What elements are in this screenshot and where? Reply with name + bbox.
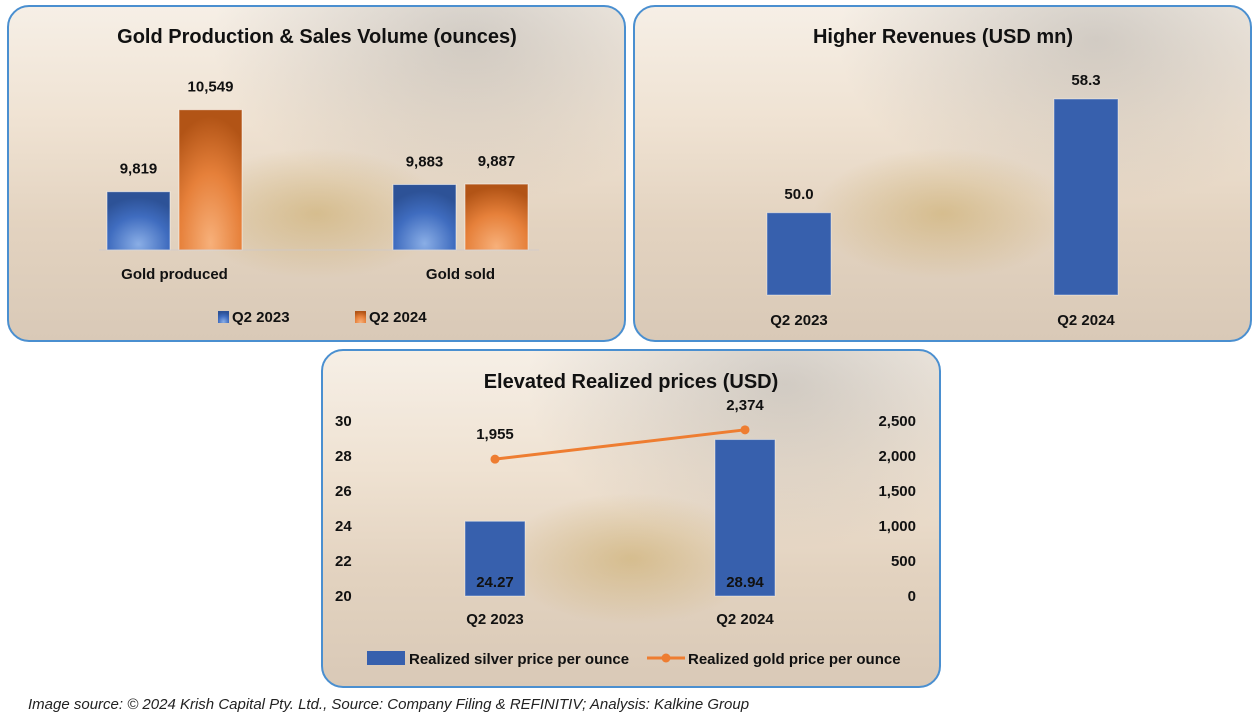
category-label: Gold sold: [426, 266, 495, 283]
data-label: 50.0: [784, 186, 813, 203]
chart-title: Higher Revenues (USD mn): [813, 26, 1073, 48]
bar-q2-2024: [1053, 98, 1119, 296]
source-caption: Image source: © 2024 Krish Capital Pty. …: [28, 696, 750, 713]
chart-title: Gold Production & Sales Volume (ounces): [117, 26, 517, 48]
right-axis-tick: 0: [908, 588, 916, 605]
left-axis-tick: 30: [335, 413, 352, 430]
left-axis-tick: 28: [335, 448, 352, 465]
data-label: 2,374: [726, 397, 764, 414]
category-label: Q2 2023: [466, 611, 524, 628]
data-label: 10,549: [188, 79, 234, 96]
legend-swatch-1: [355, 311, 366, 323]
panel-revenues: Higher Revenues (USD mn) 50.0 Q2 2023 58.3…: [633, 5, 1252, 342]
data-label: 24.27: [476, 574, 514, 591]
data-label: 9,887: [478, 153, 516, 170]
line-gold-price: [494, 428, 746, 461]
chart-realized-prices: Elevated Realized prices (USD) 20 22 24 26 2…: [335, 371, 916, 668]
left-axis-tick: 24: [335, 518, 352, 535]
chart-production-sales: Gold Production & Sales Volume (ounces) …: [99, 26, 539, 326]
right-axis-tick: 1,500: [878, 483, 916, 500]
legend-swatch-silver: [367, 651, 405, 665]
panel-realized-prices: Elevated Realized prices (USD) 20 22 24 26 2…: [321, 349, 941, 688]
category-label: Q2 2024: [716, 611, 774, 628]
data-label: 9,883: [406, 154, 444, 171]
right-axis-tick: 1,000: [878, 518, 916, 535]
category-label: Q2 2024: [1057, 312, 1115, 329]
bar-silver-q2-2023: [464, 520, 526, 597]
legend-label: Realized gold price per ounce: [688, 651, 901, 668]
right-axis-tick: 500: [891, 553, 916, 570]
bar-q2-2023-1: [392, 184, 457, 251]
bar-q2-2023-0: [106, 191, 171, 251]
panel-production-sales: Gold Production & Sales Volume (ounces) …: [7, 5, 626, 342]
legend-swatch-0: [218, 311, 229, 323]
point-gold-q2-2024: [740, 425, 750, 435]
point-gold-q2-2023: [490, 454, 500, 464]
data-label: 28.94: [726, 574, 764, 591]
right-axis-tick: 2,000: [878, 448, 916, 465]
data-label: 1,955: [476, 426, 514, 443]
data-label: 9,819: [120, 161, 158, 178]
legend-label: Q2 2024: [369, 309, 427, 326]
left-axis-tick: 20: [335, 588, 352, 605]
legend-label: Realized silver price per ounce: [409, 651, 629, 668]
bar-silver-q2-2024: [714, 439, 776, 597]
data-label: 58.3: [1071, 72, 1100, 89]
chart-revenues: Higher Revenues (USD mn) 50.0 Q2 2023 58.3…: [766, 26, 1119, 329]
left-axis-tick: 22: [335, 553, 352, 570]
bar-q2-2023: [766, 212, 832, 296]
chart-title: Elevated Realized prices (USD): [484, 371, 779, 393]
legend-label: Q2 2023: [232, 309, 290, 326]
right-axis-tick: 2,500: [878, 413, 916, 430]
bar-q2-2024-1: [464, 183, 529, 251]
category-label: Q2 2023: [770, 312, 828, 329]
bar-q2-2024-0: [178, 109, 243, 251]
category-label: Gold produced: [121, 266, 228, 283]
legend-swatch-gold-marker: [661, 653, 671, 663]
left-axis-tick: 26: [335, 483, 352, 500]
